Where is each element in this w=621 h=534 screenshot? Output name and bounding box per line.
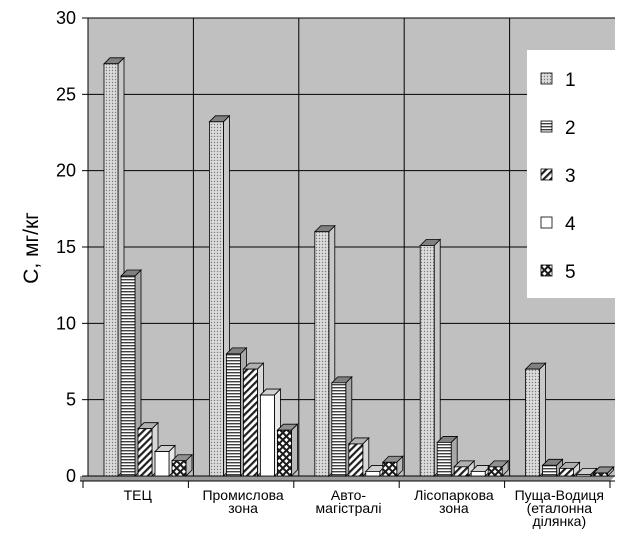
legend-swatch [540,216,553,229]
legend-label: 5 [565,262,576,283]
bar [381,455,404,477]
bars [103,56,615,477]
y-tick-label: 30 [56,8,76,28]
bar [592,465,615,477]
x-tick-label: магістралі [316,500,382,516]
x-tick-label: зона [228,500,258,516]
y-tick-label: 25 [56,84,76,104]
x-tick-label: Лісопаркова [414,487,494,503]
x-tick-label: Авто- [331,487,367,503]
y-tick-label: 10 [56,313,76,333]
x-axis: ТЕЦ ПромисловазонаАвто-магістраліЛісопарк… [80,480,615,529]
bar [208,114,231,477]
bar [419,238,442,477]
legend-swatch [540,168,553,181]
plot-floor [80,476,615,481]
bar [436,435,459,477]
bar [120,269,142,477]
bar [558,461,581,477]
bar [171,453,193,477]
x-tick-label: Пуща-Водиця [515,487,604,503]
legend-label: 1 [565,70,576,91]
bar [347,436,370,477]
x-tick-label: ділянка) [532,513,586,529]
y-tick-label: 20 [56,161,76,181]
x-tick-label: (еталонна [527,500,593,516]
legend-swatch [540,120,553,133]
bar [487,459,510,477]
y-tick-label: 5 [66,390,76,410]
legend: 1 2 3 4 5 [527,50,615,298]
x-tick-label: зона [439,500,469,516]
category-dividers [192,18,511,476]
bar [276,423,299,477]
bar [137,421,159,477]
bar [541,458,564,477]
x-tick-label: ТЕЦ [124,487,153,503]
legend-swatch [540,72,553,85]
legend-swatch [540,264,553,277]
bar [453,459,476,477]
y-axis: 0 5 10 15 20 25 30 [56,8,89,486]
legend-label: 3 [565,166,576,187]
y-tick-label: 15 [56,237,76,257]
y-tick-label: 0 [66,466,76,486]
legend-label: 2 [565,118,576,139]
x-tick-label: Промислова [202,487,283,503]
bar [524,362,547,477]
legend-label: 4 [565,214,576,235]
y-axis-title: C, мг/кг [20,212,43,284]
bar [575,467,598,477]
